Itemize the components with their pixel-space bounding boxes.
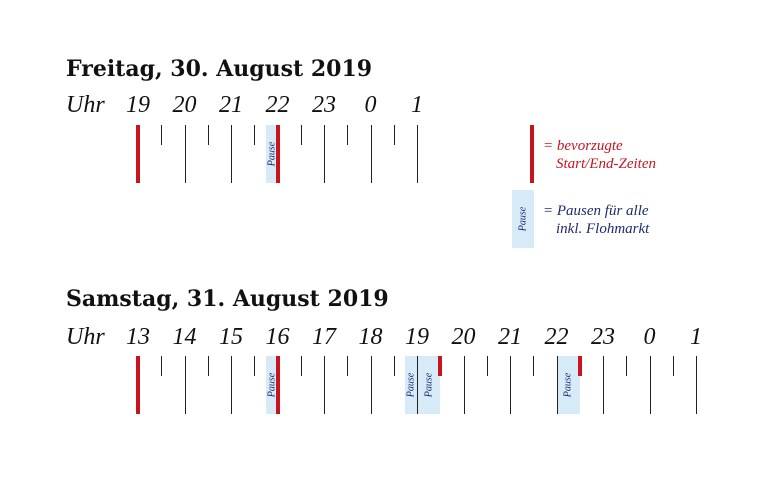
hour-tick	[649, 356, 651, 414]
hour-tick	[324, 125, 325, 183]
hour-label: 0	[364, 92, 377, 118]
legend-pause-line1: = Pausen für alle	[543, 203, 649, 219]
half-hour-tick	[626, 356, 628, 376]
pause-label: Pause	[423, 372, 435, 398]
half-hour-tick	[254, 125, 256, 145]
preferred-time-marker-short	[438, 356, 443, 376]
preferred-time-marker	[136, 356, 140, 414]
preferred-time-marker	[275, 356, 280, 414]
hour-label: 21	[498, 324, 522, 350]
uhr-label: Uhr	[66, 324, 105, 350]
hour-tick	[417, 356, 418, 414]
pause-label: Pause	[405, 372, 417, 398]
half-hour-tick	[393, 125, 395, 145]
hour-tick	[231, 356, 232, 414]
pause-block: Pause	[265, 356, 278, 414]
legend-pause-label: Pause	[517, 206, 529, 232]
hour-tick	[463, 356, 465, 414]
pause-block: Pause	[417, 356, 441, 414]
hour-label: 15	[219, 324, 243, 350]
half-hour-tick	[300, 356, 302, 376]
legend-preferred-swatch	[530, 125, 534, 183]
half-hour-tick	[533, 356, 535, 376]
day-title-friday: Freitag, 30. August 2019	[66, 56, 373, 82]
hour-tick	[184, 356, 186, 414]
hour-label: 21	[219, 92, 243, 118]
half-hour-tick	[207, 125, 209, 145]
pause-block: Pause	[556, 356, 580, 414]
legend-preferred-line1: = bevorzugte	[543, 138, 623, 154]
hour-tick	[184, 125, 186, 183]
hour-label: 1	[690, 324, 702, 350]
hour-label: 20	[172, 92, 197, 118]
half-hour-tick	[254, 356, 256, 376]
hour-tick	[324, 356, 325, 414]
preferred-time-marker	[275, 125, 280, 183]
hour-label: 22	[544, 324, 569, 350]
hour-label: 16	[265, 324, 290, 350]
half-hour-tick	[161, 125, 163, 145]
hour-label: 0	[643, 324, 656, 350]
hour-tick	[696, 356, 697, 414]
hour-tick	[370, 125, 372, 183]
hour-label: 19	[126, 92, 150, 118]
legend-pause-swatch: Pause	[512, 190, 534, 248]
half-hour-tick	[207, 356, 209, 376]
half-hour-tick	[300, 125, 302, 145]
hour-tick	[370, 356, 372, 414]
hour-tick	[417, 125, 418, 183]
hour-label: 13	[126, 324, 150, 350]
pause-block: Pause	[405, 356, 417, 414]
hour-label: 18	[358, 324, 383, 350]
day-title-saturday: Samstag, 31. August 2019	[66, 286, 389, 312]
half-hour-tick	[347, 125, 349, 145]
pause-block: Pause	[265, 125, 278, 183]
hour-tick	[603, 356, 604, 414]
hour-label: 23	[312, 92, 336, 118]
legend-pause-line2: inkl. Flohmarkt	[556, 221, 650, 237]
half-hour-tick	[486, 356, 488, 376]
hour-label: 23	[591, 324, 615, 350]
half-hour-tick	[161, 356, 163, 376]
hour-label: 1	[411, 92, 423, 118]
half-hour-tick	[393, 356, 395, 376]
half-hour-tick	[672, 356, 674, 376]
half-hour-tick	[347, 356, 349, 376]
pause-label: Pause	[562, 372, 574, 398]
preferred-time-marker	[136, 125, 140, 183]
preferred-time-marker-short	[577, 356, 582, 376]
hour-tick	[231, 125, 232, 183]
hour-label: 19	[405, 324, 429, 350]
hour-label: 22	[265, 92, 290, 118]
hour-tick	[510, 356, 511, 414]
hour-tick	[556, 356, 558, 414]
hour-label: 14	[172, 324, 197, 350]
hour-label: 17	[312, 324, 336, 350]
hour-label: 20	[451, 324, 476, 350]
legend-preferred-line2: Start/End-Zeiten	[556, 156, 656, 172]
uhr-label: Uhr	[66, 92, 105, 118]
